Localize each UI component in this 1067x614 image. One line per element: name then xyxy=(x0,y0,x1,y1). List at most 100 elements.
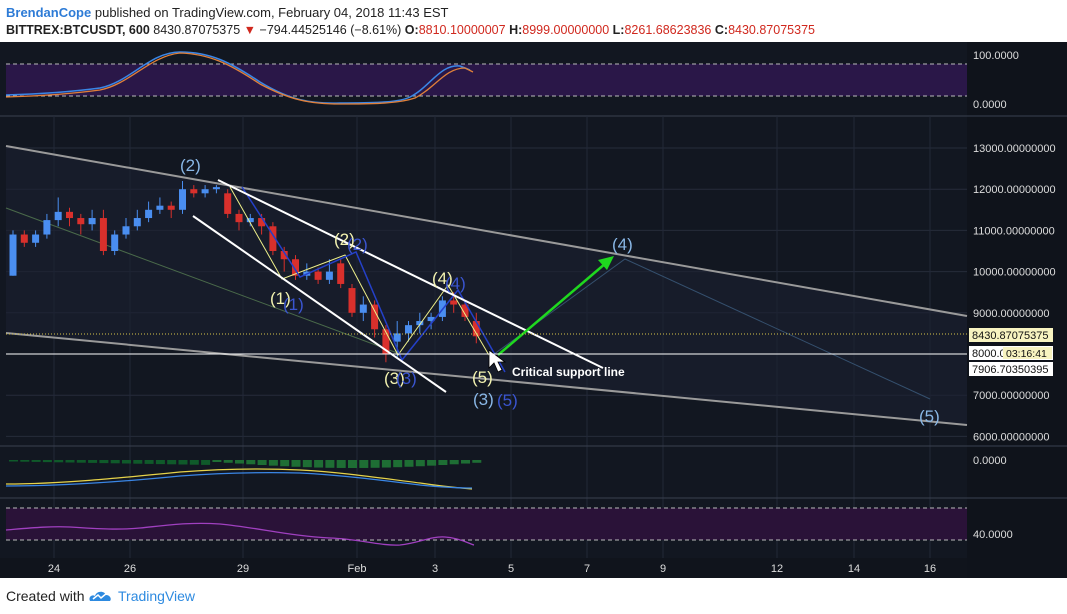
footer: Created with TradingView xyxy=(0,578,1067,614)
author-link[interactable]: BrendanCope xyxy=(6,5,92,20)
wave-label: (3) xyxy=(473,390,494,409)
last-price: 8430.87075375 xyxy=(153,23,241,37)
candle xyxy=(179,180,186,214)
wave-label: (3) xyxy=(396,369,417,388)
cursor-icon xyxy=(488,349,507,373)
wave-label: (4) xyxy=(445,274,466,293)
price-scale[interactable] xyxy=(967,42,1067,578)
wave-label: (5) xyxy=(497,391,518,410)
wave-label: (3) xyxy=(384,369,405,388)
macd-bar xyxy=(110,460,120,464)
candle xyxy=(9,230,17,276)
macd-bar xyxy=(201,460,211,465)
open-value: 8810.10000007 xyxy=(418,23,506,37)
stoch-rsi-pane: 40.0000 xyxy=(5,507,1013,546)
time-tick-label: Feb xyxy=(348,563,367,575)
published-text: published on TradingView.com, February 0… xyxy=(94,5,449,20)
last-price-badge xyxy=(969,328,1053,342)
price-chart[interactable]: 100.0000 0.0000 (2) (1) (1) (2) (2) (3) … xyxy=(0,42,1067,578)
wave-labels: (2) (1) (1) (2) (2) (3) (3) (4) (4) (5) … xyxy=(180,156,940,426)
countdown-text: 03:16:41 xyxy=(1006,348,1047,360)
macd-bar xyxy=(257,460,267,465)
trendline-upper xyxy=(217,179,604,369)
macd-bar xyxy=(246,460,256,465)
time-tick-label: 9 xyxy=(660,563,666,575)
price-tick-label: 11000.00000000 xyxy=(973,225,1055,237)
time-tick-label: 24 xyxy=(48,563,60,575)
price-tick-label: 10000.00000000 xyxy=(973,267,1056,279)
macd-pane: 0.0000 xyxy=(0,445,1067,499)
macd-bar xyxy=(99,460,109,464)
macd-bar xyxy=(189,460,199,465)
tradingview-link[interactable]: TradingView xyxy=(118,588,196,604)
open-label: O: xyxy=(404,23,419,37)
publish-line: BrendanCope published on TradingView.com… xyxy=(6,5,449,20)
countdown-badge xyxy=(1003,347,1052,359)
candle xyxy=(212,185,220,194)
candle xyxy=(405,321,412,342)
rsi-pane: 100.0000 0.0000 xyxy=(0,50,1067,117)
trendline-lower xyxy=(192,215,447,393)
macd-bar xyxy=(438,460,448,465)
time-tick-label: 29 xyxy=(237,563,249,575)
candle xyxy=(337,259,345,289)
macd-bar xyxy=(461,460,470,464)
rsi-tick-0: 0.0000 xyxy=(973,99,1007,111)
candle xyxy=(20,230,28,247)
macd-bar xyxy=(167,460,177,465)
tradingview-logo-icon xyxy=(89,591,111,601)
macd-bar xyxy=(268,460,278,466)
macd-bar xyxy=(348,460,357,468)
created-with-text: Created with xyxy=(6,588,85,604)
chart-header: BrendanCope published on TradingView.com… xyxy=(0,0,1067,42)
channel-mid-line xyxy=(5,207,401,355)
candle xyxy=(472,312,480,344)
candle xyxy=(167,201,175,219)
candle xyxy=(201,185,209,198)
wave-label: (2) xyxy=(334,230,355,249)
macd-bar xyxy=(404,460,414,467)
last-price-badge-text: 8430.87075375 xyxy=(972,330,1048,342)
critical-support-annotation: Critical support line xyxy=(512,365,625,379)
low-price-badge xyxy=(969,362,1053,376)
blue-wave-line xyxy=(241,186,506,373)
time-tick-label: 26 xyxy=(124,563,136,575)
rsi-k-line xyxy=(5,51,471,104)
macd-bar xyxy=(336,460,346,468)
macd-bar xyxy=(314,460,324,468)
candle xyxy=(43,213,51,239)
candle xyxy=(156,197,164,214)
channel-upper-line xyxy=(5,145,968,317)
time-tick-label: 5 xyxy=(508,563,514,575)
rsi-band xyxy=(6,64,967,96)
candle xyxy=(427,312,435,330)
macd-line xyxy=(5,472,473,489)
low-value: 8261.68623836 xyxy=(624,23,712,37)
price-badges: 8430.87075375 8000.0 03:16:41 7906.70350… xyxy=(969,328,1053,376)
time-tick-label: 12 xyxy=(771,563,783,575)
macd-bar xyxy=(9,460,18,462)
candlestick-series xyxy=(9,180,480,363)
macd-bar xyxy=(122,460,131,464)
candle xyxy=(461,300,469,322)
macd-bar xyxy=(65,460,75,463)
macd-bar xyxy=(42,460,52,463)
macd-bar xyxy=(76,460,86,463)
yellow-wave-line xyxy=(229,186,491,358)
macd-bar xyxy=(280,460,290,467)
close-value: 8430.87075375 xyxy=(728,23,815,37)
macd-histogram xyxy=(9,460,482,468)
macd-bar xyxy=(325,460,335,468)
macd-bar xyxy=(155,460,165,465)
candle xyxy=(314,267,322,284)
wave-label: (5) xyxy=(919,407,940,426)
macd-bar xyxy=(178,460,188,465)
wave-label: (2) xyxy=(180,156,201,175)
stoch-band xyxy=(6,508,967,540)
macd-bar xyxy=(54,460,64,463)
wave-label: (2) xyxy=(347,235,368,254)
time-scale[interactable] xyxy=(0,558,967,578)
time-scale-labels: 24 26 29 Feb 3 5 7 9 12 14 16 xyxy=(48,563,936,575)
candle xyxy=(145,201,153,223)
target-arrow-line xyxy=(497,262,607,356)
